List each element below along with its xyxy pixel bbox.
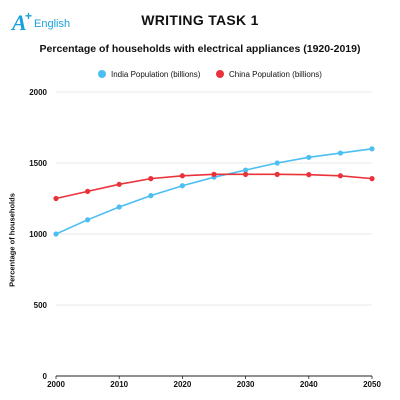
series-1-point-2035 bbox=[274, 171, 280, 177]
x-tick-label-2040: 2040 bbox=[300, 380, 318, 389]
x-tick-label-2010: 2010 bbox=[110, 380, 128, 389]
series-0-point-2035 bbox=[274, 160, 280, 166]
series-0-point-2050 bbox=[369, 146, 375, 152]
legend-dot-china bbox=[216, 69, 224, 78]
y-tick-label-1500: 1500 bbox=[29, 159, 47, 168]
series-0-point-2040 bbox=[306, 154, 312, 160]
legend-item-india: India Population (billions) bbox=[98, 69, 200, 81]
logo-plus: + bbox=[25, 9, 33, 23]
y-tick-label-1000: 1000 bbox=[29, 230, 47, 239]
logo-text: English bbox=[34, 18, 71, 30]
chart-subtitle: Percentage of households with electrical… bbox=[39, 43, 361, 55]
series-0-point-2005 bbox=[85, 217, 91, 223]
legend-label-china: China Population (billions) bbox=[229, 70, 322, 79]
brand-logo: A + English bbox=[12, 9, 82, 36]
y-tick-label-2000: 2000 bbox=[29, 88, 47, 97]
series-1-point-2025 bbox=[211, 171, 217, 177]
series-0-point-2000 bbox=[53, 231, 59, 237]
series-line-0 bbox=[55, 148, 373, 235]
chart-legend: India Population (billions) China Popula… bbox=[0, 69, 400, 83]
logo-mark: A bbox=[12, 10, 27, 35]
series-1-point-2010 bbox=[116, 181, 122, 187]
y-tick-label-0: 0 bbox=[43, 372, 48, 381]
series-0-point-2045 bbox=[337, 150, 343, 156]
series-1-point-2005 bbox=[85, 188, 91, 194]
series-1-point-2020 bbox=[179, 173, 185, 179]
series-1-point-2050 bbox=[369, 176, 375, 182]
series-1-point-2040 bbox=[306, 172, 312, 178]
legend-dot-india bbox=[98, 69, 106, 78]
legend-label-india: India Population (billions) bbox=[111, 70, 201, 79]
series-0-point-2030 bbox=[243, 167, 249, 173]
legend-item-china: China Population (billions) bbox=[216, 69, 322, 81]
series-1-point-2045 bbox=[337, 173, 343, 179]
x-tick-label-2030: 2030 bbox=[237, 380, 255, 389]
chart-title: WRITING TASK 1 bbox=[141, 12, 259, 28]
x-tick-label-2050: 2050 bbox=[363, 380, 381, 389]
series-0-point-2020 bbox=[179, 183, 185, 189]
series-1-point-2030 bbox=[243, 171, 249, 177]
series-0-point-2010 bbox=[116, 204, 122, 210]
x-tick-label-2020: 2020 bbox=[174, 380, 192, 389]
x-tick-label-2000: 2000 bbox=[47, 380, 65, 389]
series-0-point-2015 bbox=[148, 193, 154, 199]
series-1-point-2000 bbox=[53, 195, 59, 202]
series-1-point-2015 bbox=[148, 176, 154, 182]
y-tick-label-500: 500 bbox=[34, 301, 48, 310]
